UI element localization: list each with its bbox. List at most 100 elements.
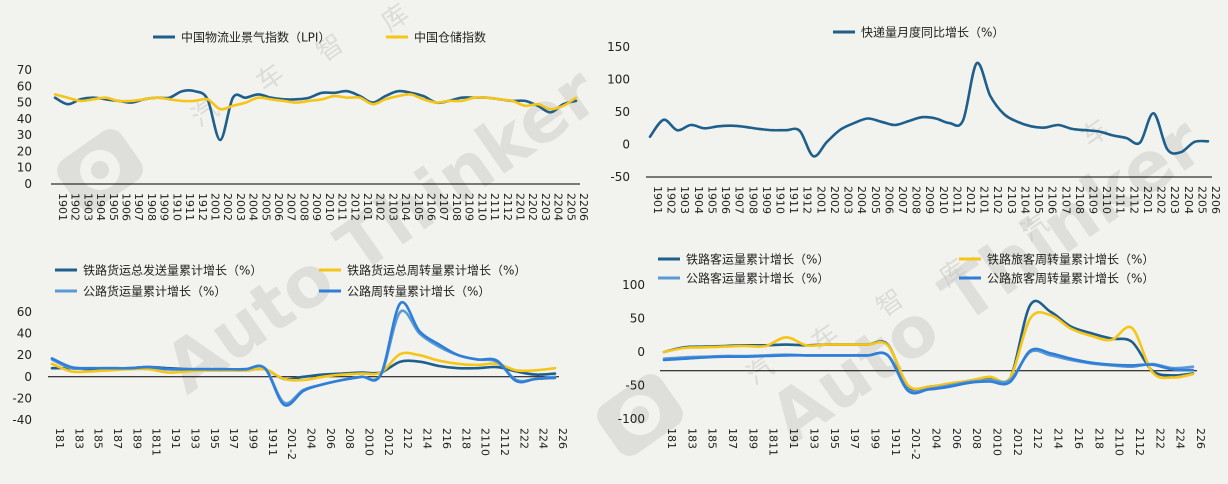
x-tick-label: 2105: [412, 193, 425, 221]
watermark-chinese-char: 车: [251, 59, 290, 98]
watermark-logo-tile: [57, 129, 143, 211]
x-tick-label: 224: [537, 428, 550, 449]
x-tick-label: 2007: [285, 193, 298, 221]
y-tick-label: 50: [615, 105, 630, 119]
x-tick-label: 1910: [773, 186, 786, 214]
x-tick-label: 2202: [526, 193, 539, 221]
legend-label: 公路货运量累计增长（%）: [83, 284, 226, 299]
x-tick-label: 2204: [552, 193, 565, 221]
x-tick-label: 2009: [923, 186, 936, 214]
x-tick-label: 1902: [69, 193, 82, 221]
freight-growth-chart: -40 -20 0 20 40 60 181 183 185 187 189 1811 191 193 19…: [12, 263, 569, 460]
x-tick-label: 181: [665, 428, 678, 449]
x-tick-label: 193: [188, 428, 201, 449]
x-tick-label: 1909: [158, 193, 171, 221]
x-tick-label: 2006: [882, 186, 895, 214]
x-tick-label: 2101: [361, 193, 374, 221]
x-tick-label: 2010: [363, 428, 376, 456]
series-line-4: [662, 347, 1195, 395]
x-tick-label: 1912: [801, 186, 814, 214]
x-tick-label: 2108: [450, 193, 463, 221]
x-tick-label: 185: [706, 428, 719, 449]
x-tick-label: 2012: [348, 193, 361, 221]
x-tick-label: 2108: [1073, 186, 1086, 214]
x-tick-label: 2111: [488, 193, 501, 221]
x-tick-label: 2012: [382, 428, 395, 456]
x-tick-label: 2104: [1018, 186, 1031, 214]
legend-label: 铁路旅客周转量累计增长（%）: [987, 252, 1154, 267]
watermark-logo-ring: [80, 150, 120, 190]
legend-label: 公路客运量累计增长（%）: [686, 271, 829, 286]
x-tick-label: 201-2: [285, 428, 298, 460]
x-tick-label: 204: [305, 428, 318, 449]
x-tick-label: 1903: [678, 186, 691, 214]
x-tick-label: 2006: [272, 193, 285, 221]
x-tick-label: 193: [807, 428, 820, 449]
x-tick-label: 1902: [665, 186, 678, 214]
y-tick-label: 100: [622, 278, 645, 292]
x-tick-label: 2110: [1113, 428, 1126, 456]
y-tick-label: 0: [24, 177, 32, 191]
legend-label: 铁路客运量累计增长（%）: [686, 252, 829, 267]
x-tick-label: 2002: [221, 193, 234, 221]
x-tick-label: 2005: [869, 186, 882, 214]
series-line-1: [648, 61, 1210, 158]
x-tick-label: 2001: [814, 186, 827, 214]
x-tick-label: 212: [401, 428, 414, 449]
x-tick-label: 2206: [577, 193, 590, 221]
x-tick-label: 2103: [1005, 186, 1018, 214]
x-tick-label: 1903: [81, 193, 94, 221]
y-tick-label: 20: [17, 348, 32, 362]
x-tick-label: 2111: [1114, 186, 1127, 214]
y-tick-label: 60: [17, 79, 32, 93]
x-tick-label: 208: [343, 428, 356, 449]
x-tick-label: 2012: [964, 186, 977, 214]
x-tick-label: 2102: [991, 186, 1004, 214]
series-line-2: [662, 310, 1195, 391]
x-tick-label: 1912: [196, 193, 209, 221]
x-tick-label: 197: [227, 428, 240, 449]
x-tick-label: 218: [459, 428, 472, 449]
watermark-logo-core: [631, 406, 649, 424]
y-tick-label: -100: [618, 412, 645, 426]
y-tick-label: 0: [637, 345, 645, 359]
x-tick-label: 2201: [1141, 186, 1154, 214]
y-tick-label: 30: [17, 128, 32, 142]
x-tick-label: 2110: [1100, 186, 1113, 214]
x-tick-label: 2101: [978, 186, 991, 214]
series-line-2: [53, 92, 578, 111]
x-tick-label: 1811: [150, 428, 163, 456]
x-tick-label: 214: [421, 428, 434, 449]
x-tick-label: 2008: [297, 193, 310, 221]
x-tick-label: 2204: [1182, 186, 1195, 214]
x-tick-label: 2112: [1127, 186, 1140, 214]
x-tick-label: 216: [1072, 428, 1085, 449]
x-tick-label: 2004: [855, 186, 868, 214]
x-tick-label: 2112: [1133, 428, 1146, 456]
x-tick-label: 1911: [266, 428, 279, 456]
x-tick-label: 2102: [374, 193, 387, 221]
y-tick-label: -50: [610, 170, 630, 184]
x-tick-label: 181: [53, 428, 66, 449]
watermark-brand-text: Auto Thinker: [150, 51, 614, 410]
x-tick-label: 1908: [145, 193, 158, 221]
x-tick-label: 2112: [501, 193, 514, 221]
x-tick-label: 199: [246, 428, 259, 449]
x-tick-label: 183: [72, 428, 85, 449]
x-tick-label: 185: [92, 428, 105, 449]
x-tick-label: 2106: [425, 193, 438, 221]
y-tick-label: 100: [607, 73, 630, 87]
x-tick-label: 224: [1174, 428, 1187, 449]
x-tick-label: 2206: [1209, 186, 1222, 214]
x-tick-label: 1911: [787, 186, 800, 214]
legend-label: 公路旅客周转量累计增长（%）: [987, 271, 1154, 286]
y-tick-label: 70: [17, 63, 32, 77]
legend-label: 中国物流业景气指数（LPI）: [181, 30, 330, 45]
y-tick-label: 0: [24, 370, 32, 384]
x-tick-label: 187: [111, 428, 124, 449]
x-tick-label: 2104: [399, 193, 412, 221]
y-tick-label: 40: [17, 112, 32, 126]
x-tick-label: 2103: [386, 193, 399, 221]
x-tick-label: 222: [1153, 428, 1166, 449]
